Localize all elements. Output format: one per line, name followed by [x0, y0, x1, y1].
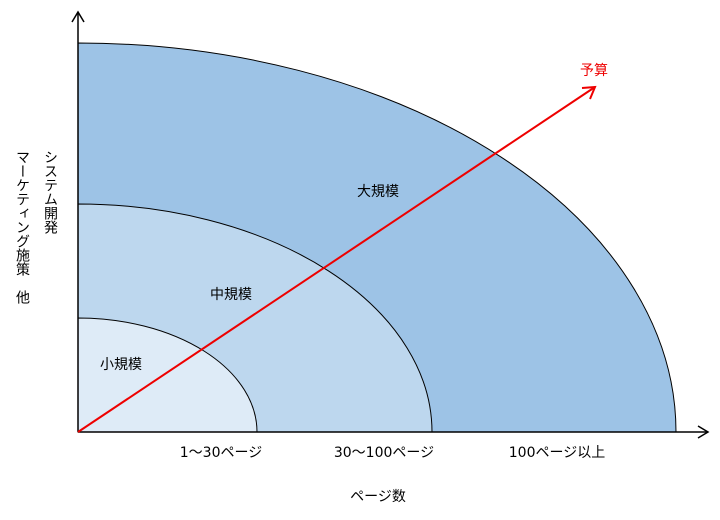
region-label: 小規模 [100, 357, 142, 373]
small-region [77, 317, 258, 433]
y-axis-label: マーケティング施策 他 [14, 150, 30, 305]
y-axis-label: システム開発 [42, 150, 58, 235]
region-label: 中規模 [210, 287, 252, 303]
range-label: 100ページ以上 [509, 445, 605, 461]
budget-arrowhead [581, 85, 597, 100]
x-axis-title: ページ数 [350, 489, 406, 505]
range-label: 30～100ページ [334, 445, 434, 461]
x-axis-arrowhead [697, 425, 710, 439]
y-axis-arrowhead [71, 10, 85, 23]
range-label: 1～30ページ [180, 445, 262, 461]
budget-arrow [77, 86, 596, 433]
region-label: 大規模 [357, 184, 399, 200]
budget-label: 予算 [580, 63, 608, 79]
